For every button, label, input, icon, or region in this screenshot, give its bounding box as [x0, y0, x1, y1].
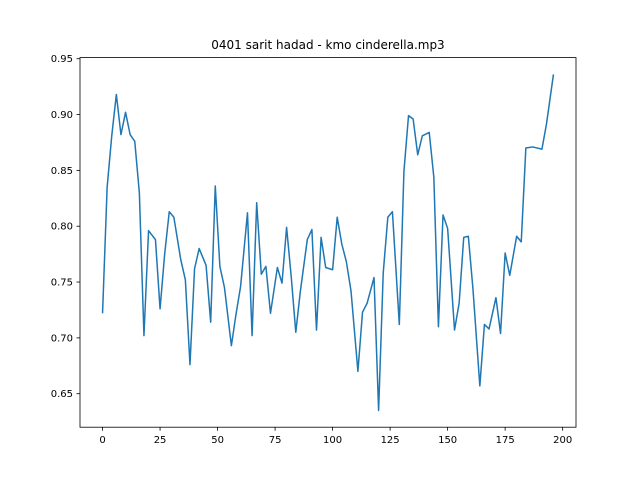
y-tick-label: 0.75 — [51, 278, 73, 289]
chart-title: 0401 sarit hadad - kmo cinderella.mp3 — [211, 38, 444, 52]
y-tick-label: 0.80 — [51, 222, 73, 233]
y-tick-label: 0.85 — [51, 166, 73, 177]
x-tick-label: 150 — [438, 435, 457, 446]
x-tick-label: 75 — [269, 435, 282, 446]
y-tick-label: 0.70 — [51, 333, 73, 344]
y-tick-label: 0.90 — [51, 110, 73, 121]
y-tick-label: 0.95 — [51, 54, 73, 65]
x-tick-label: 50 — [211, 435, 224, 446]
x-tick-label: 125 — [381, 435, 400, 446]
data-line — [101, 74, 555, 412]
plot-frame — [79, 57, 577, 428]
x-tick-label: 0 — [99, 435, 105, 446]
x-tick-label: 175 — [496, 435, 515, 446]
x-tick-label: 25 — [154, 435, 167, 446]
x-tick-label: 100 — [323, 435, 342, 446]
y-tick-label: 0.65 — [51, 389, 73, 400]
x-tick-label: 200 — [553, 435, 572, 446]
